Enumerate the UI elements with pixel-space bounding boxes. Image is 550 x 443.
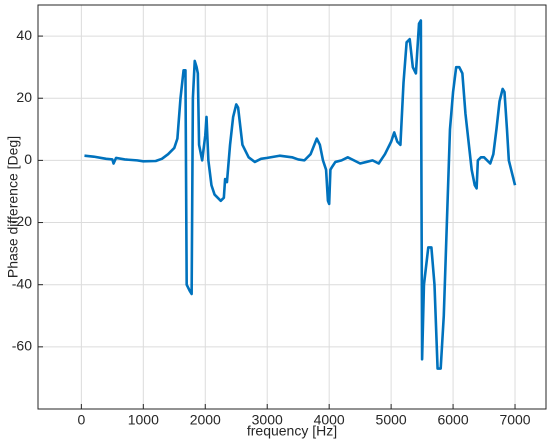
- x-tick-label: 2000: [190, 412, 221, 428]
- x-tick-label: 3000: [252, 412, 283, 428]
- y-tick-label: 20: [16, 89, 32, 105]
- y-axis-label: Phase difference [Deg]: [5, 136, 21, 278]
- y-tick-label: -60: [12, 338, 32, 354]
- x-tick-label: 7000: [499, 412, 530, 428]
- x-axis-label: frequency [Hz]: [247, 423, 337, 439]
- y-tick-label: -20: [12, 213, 32, 229]
- x-tick-label: 0: [77, 412, 85, 428]
- data-line: [84, 19, 517, 370]
- x-tick-label: 4000: [314, 412, 345, 428]
- y-tick-label: 40: [16, 27, 32, 43]
- x-tick-label: 6000: [437, 412, 468, 428]
- plot-area: [38, 5, 546, 409]
- y-tick-label: -40: [12, 275, 32, 291]
- y-tick-label: 0: [24, 151, 32, 167]
- x-tick-label: 5000: [376, 412, 407, 428]
- x-tick-label: 1000: [128, 412, 159, 428]
- axes-box: [37, 4, 547, 410]
